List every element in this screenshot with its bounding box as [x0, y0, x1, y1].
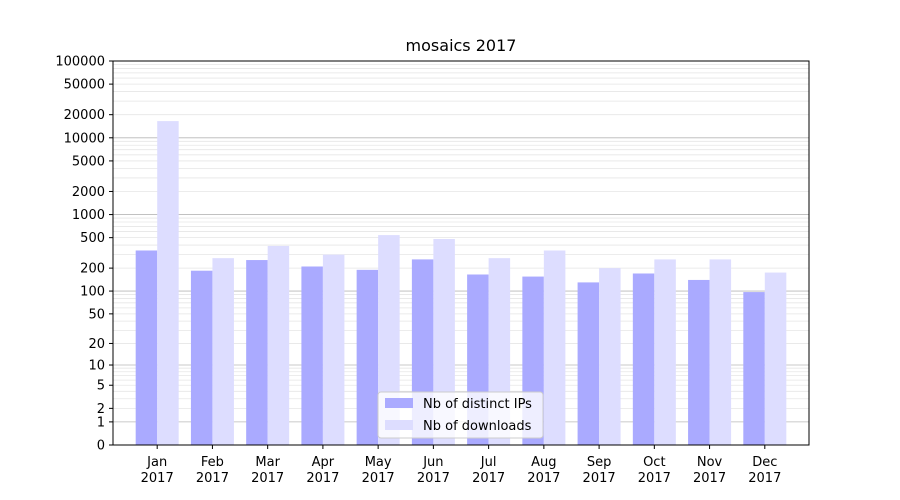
y-tick-label: 10: [88, 359, 105, 374]
bar-downloads-dec: [764, 272, 787, 445]
plot-frame: [112, 60, 810, 446]
x-tick-label: Oct 2017: [638, 455, 671, 486]
x-tick-label: Mar 2017: [251, 455, 284, 486]
y-tick-label: 1000: [72, 208, 105, 223]
bar-downloads-jan: [157, 121, 179, 445]
y-tick-label: 500: [80, 231, 105, 246]
legend-swatch-distinct-ips: [385, 398, 413, 408]
bar-distinct-ips-sep: [577, 282, 600, 445]
legend-label-downloads: Nb of downloads: [423, 419, 532, 434]
x-tick-label: Sep 2017: [583, 455, 616, 486]
y-axis: 0 12 5 10 20 50 100 200 500 1000 2000 5000 10000 2000…: [55, 55, 113, 454]
x-axis: Jan 2017 Feb 2017 Mar 2017 Apr 2017 May 2017 Jun 20…: [141, 445, 781, 486]
y-tick-label: 2000: [72, 185, 105, 200]
chart-title: mosaics 2017: [406, 36, 517, 55]
x-tick-label: Nov 2017: [693, 455, 726, 486]
y-tick-label: 100000: [55, 55, 105, 70]
y-tick-label: 0: [97, 439, 105, 454]
x-tick-label: Jul 2017: [472, 455, 505, 486]
y-tick-label: 5000: [72, 154, 105, 169]
bar-distinct-ips-apr: [301, 266, 323, 445]
legend: Nb of distinct IPs Nb of downloads: [377, 391, 544, 439]
bar-distinct-ips-feb: [190, 270, 213, 445]
y-tick-label: 5: [97, 379, 105, 394]
bar-downloads-sep: [599, 268, 621, 445]
x-tick-label: May 2017: [362, 455, 395, 486]
y-tick-label: 1: [97, 415, 105, 430]
bar-downloads-feb: [212, 258, 234, 445]
bar-downloads-nov: [709, 259, 732, 445]
legend-box: [377, 391, 544, 439]
x-tick-label: Feb 2017: [196, 455, 229, 486]
x-tick-label: Jan 2017: [141, 455, 174, 486]
bar-distinct-ips-jan: [135, 250, 158, 445]
bar-distinct-ips-dec: [743, 292, 765, 445]
y-tick-label: 20000: [64, 108, 105, 123]
bar-downloads-aug: [543, 250, 566, 445]
y-tick-label: 2: [97, 402, 105, 417]
legend-swatch-downloads: [385, 420, 413, 430]
bar-distinct-ips-nov: [688, 279, 710, 445]
y-tick-label: 50: [88, 307, 105, 322]
bar-distinct-ips-mar: [246, 260, 268, 445]
bar-distinct-ips-may: [356, 269, 379, 445]
x-tick-label: Dec 2017: [748, 455, 781, 486]
bar-distinct-ips-oct: [632, 273, 655, 445]
x-tick-label: Aug 2017: [527, 455, 560, 486]
y-tick-label: 200: [80, 262, 105, 277]
y-tick-label: 20: [88, 337, 105, 352]
y-tick-label: 10000: [64, 131, 105, 146]
bar-downloads-oct: [654, 259, 676, 445]
x-tick-label: Apr 2017: [306, 455, 339, 486]
legend-label-distinct-ips: Nb of distinct IPs: [423, 397, 532, 412]
y-tick-label: 50000: [64, 78, 105, 93]
bar-downloads-mar: [267, 245, 290, 445]
y-tick-label: 100: [80, 285, 105, 300]
bar-downloads-apr: [322, 254, 345, 445]
x-tick-label: Jun 2017: [417, 455, 450, 486]
